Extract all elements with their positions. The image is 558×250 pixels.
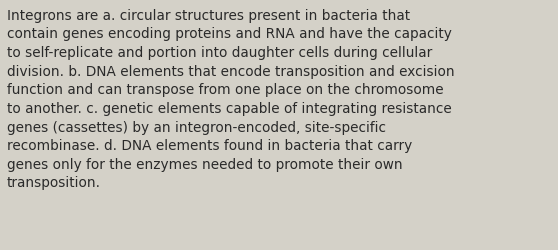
Text: Integrons are a. circular structures present in bacteria that
contain genes enco: Integrons are a. circular structures pre…: [7, 9, 454, 190]
